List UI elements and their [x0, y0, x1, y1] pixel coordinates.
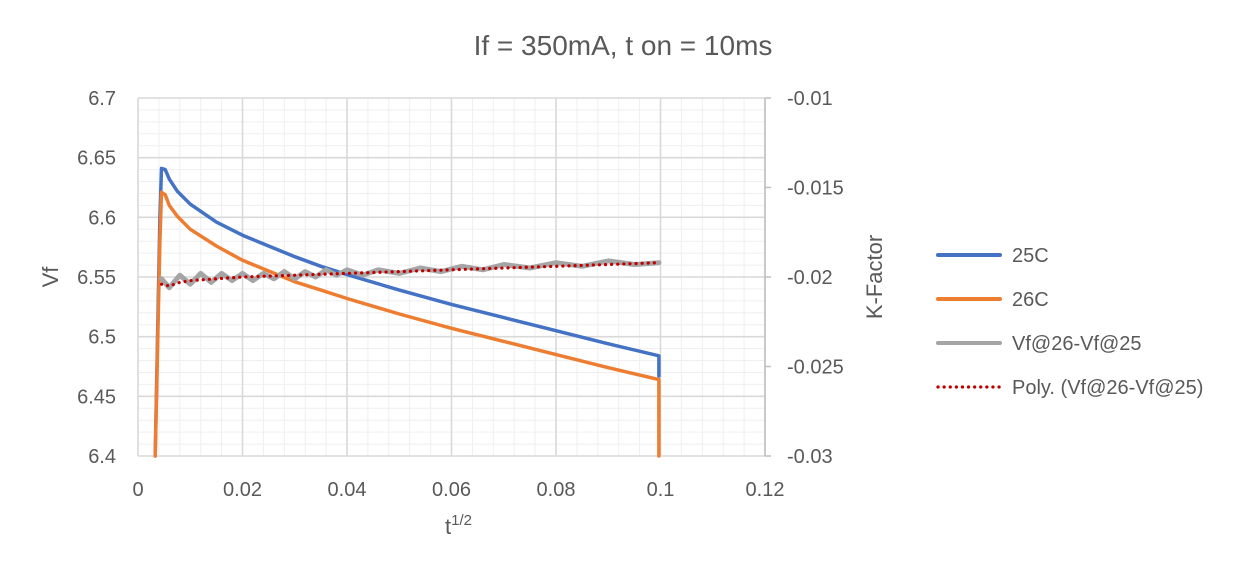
x-axis-label-base: t	[445, 514, 451, 539]
x-axis-label: t1/2	[445, 512, 472, 539]
x-tick-label: 0.12	[746, 479, 785, 501]
x-tick-label: 0.04	[328, 479, 367, 501]
y-tick-label: 6.45	[77, 386, 116, 408]
y2-tick-label: -0.015	[787, 178, 844, 200]
x-tick-label: 0.02	[223, 479, 262, 501]
x-tick-label: 0.1	[647, 479, 675, 501]
series-line-0	[153, 166, 661, 458]
x-axis-label-superscript: 1/2	[451, 512, 472, 529]
legend-label: Vf@26-Vf@25	[1012, 333, 1142, 355]
x-tick-label: 0	[132, 479, 143, 501]
series-line-1	[153, 190, 661, 458]
y2-tick-label: -0.03	[787, 446, 833, 468]
axes: -0.03 -0.025 -0.02 -0.015 -0.01 6.4 6.45 6.5 6.5…	[77, 88, 844, 501]
legend: 25C 26C Vf@26-Vf@25 Poly. (Vf@26-Vf@25)	[936, 245, 1203, 399]
y-tick-label: 6.65	[77, 148, 116, 170]
y-tick-label: 6.4	[88, 446, 116, 468]
y2-tick-label: -0.01	[787, 88, 833, 110]
y2-tick-label: -0.02	[787, 267, 833, 289]
x-tick-label: 0.06	[432, 479, 471, 501]
legend-label: Poly. (Vf@26-Vf@25)	[1012, 377, 1203, 399]
legend-label: 26C	[1012, 289, 1049, 311]
y-axis-label: Vf	[38, 266, 63, 288]
y2-axis-label: K-Factor	[862, 235, 887, 319]
legend-label: 25C	[1012, 245, 1049, 267]
y2-tick-label: -0.025	[787, 357, 844, 379]
gridlines	[137, 97, 766, 457]
series-lines	[153, 166, 662, 458]
y-tick-label: 6.6	[88, 207, 116, 229]
y-tick-label: 6.7	[88, 88, 116, 110]
y-tick-label: 6.55	[77, 267, 116, 289]
y-tick-label: 6.5	[88, 327, 116, 349]
x-tick-label: 0.08	[537, 479, 576, 501]
chart-title: If = 350mA, t on = 10ms	[474, 30, 773, 61]
